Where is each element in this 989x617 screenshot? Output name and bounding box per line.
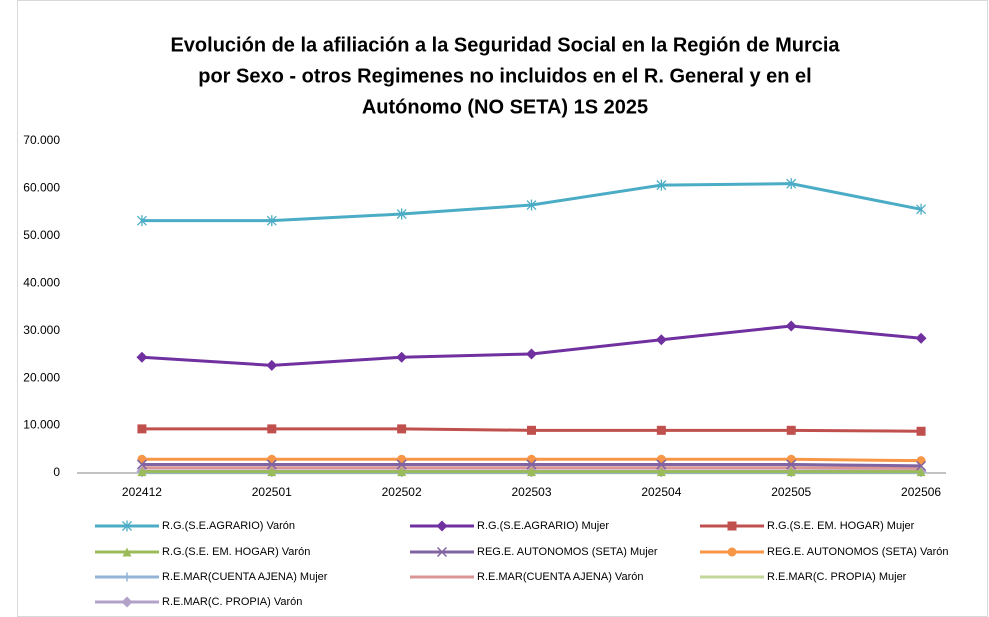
marker [267,467,277,477]
y-tick-label: 50.000 [23,228,60,242]
marker [656,425,666,435]
legend-label: R.G.(S.E. EM. HOGAR) Varón [162,546,310,558]
marker [916,467,926,477]
y-tick-label: 60.000 [23,181,60,195]
marker [915,332,927,344]
marker [396,459,407,470]
marker [656,179,667,191]
marker [396,351,408,363]
legend-marker [727,521,737,531]
marker [267,454,277,464]
x-tick-label: 202506 [901,485,941,499]
marker [916,456,926,466]
x-tick-label: 202501 [252,485,292,499]
marker [656,459,667,470]
marker [786,425,796,435]
legend-label: R.E.MAR(C. PROPIA) Varón [162,596,302,608]
marker [526,459,537,470]
marker [656,454,666,464]
y-tick-label: 30.000 [23,323,60,337]
marker [786,454,796,464]
marker [916,460,927,471]
x-tick-label: 202503 [511,485,551,499]
marker [397,454,407,464]
marker [266,359,278,371]
legend-marker [122,572,132,582]
marker [527,454,536,464]
legend-marker [121,596,133,608]
legend-marker [436,520,448,532]
marker [136,459,147,470]
marker [786,459,797,470]
x-tick-label: 202504 [641,485,681,499]
marker [786,467,796,477]
legend-label: R.G.(S.E. EM. HOGAR) Mujer [767,520,915,532]
y-tick-label: 10.000 [23,418,60,432]
marker [136,215,147,227]
legend-label: REG.E. AUTONOMOS (SETA) Mujer [477,546,658,558]
legend-label: R.G.(S.E.AGRARIO) Mujer [477,520,609,532]
legend-label: R.E.MAR(C. PROPIA) Mujer [767,571,907,583]
y-tick-label: 40.000 [23,275,60,289]
legend-marker [122,520,132,532]
marker [527,467,536,477]
marker [267,424,277,434]
marker [137,467,147,477]
chart-title: por Sexo - otros Regimenes no incluidos … [198,65,812,87]
chart-frame [17,0,988,617]
legend-marker [122,547,132,557]
legend-label: REG.E. AUTONOMOS (SETA) Varón [767,546,949,558]
legend-marker [727,547,737,557]
marker [916,203,927,215]
marker [136,351,148,363]
marker [396,208,407,220]
marker [397,424,407,434]
chart-title: Autónomo (NO SETA) 1S 2025 [362,96,648,118]
x-tick-label: 202412 [122,485,162,499]
marker [266,459,277,470]
marker [526,348,537,360]
marker [786,178,797,190]
marker [527,425,536,435]
y-tick-label: 0 [53,465,60,479]
legend-label: R.E.MAR(CUENTA AJENA) Mujer [162,571,328,583]
marker [397,467,407,477]
marker [266,215,277,227]
marker [526,199,537,211]
legend-marker [436,546,448,558]
legend-label: R.E.MAR(CUENTA AJENA) Varón [477,571,643,583]
y-tick-label: 20.000 [23,370,60,384]
marker [137,454,147,464]
marker [916,426,926,436]
chart-title: Evolución de la afiliación a la Segurida… [170,34,840,56]
x-tick-label: 202505 [771,485,811,499]
marker [785,320,797,332]
legend-label: R.G.(S.E.AGRARIO) Varón [162,520,295,532]
y-tick-label: 70.000 [23,133,60,147]
marker [656,467,666,477]
x-tick-label: 202502 [382,485,422,499]
marker [137,424,147,434]
marker [655,334,667,346]
